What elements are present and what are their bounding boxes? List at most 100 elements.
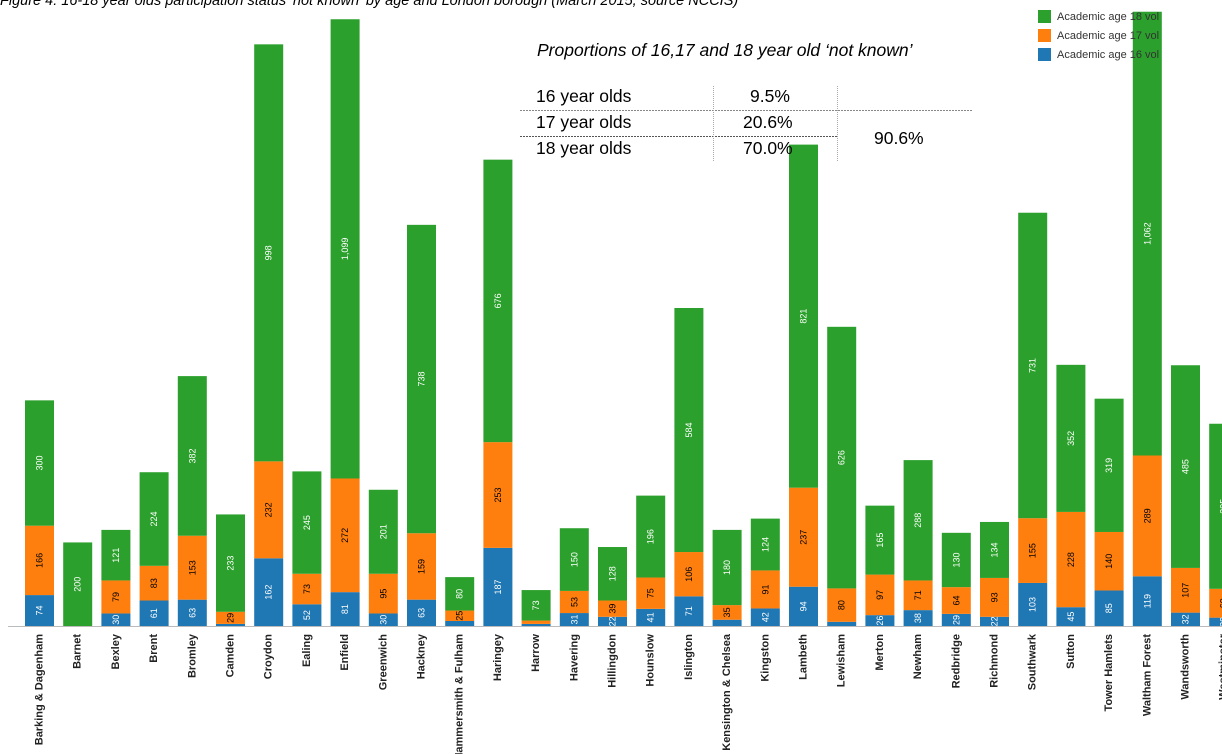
legend: Academic age 18 vol Academic age 17 vol …	[1038, 7, 1159, 64]
x-tick-label-lewisham: Lewisham	[836, 634, 848, 687]
x-tick-label-sutton: Sutton	[1065, 634, 1077, 669]
bar-segment-havering-age17	[559, 590, 589, 614]
bar-segment-islington-age18	[674, 308, 704, 553]
x-tick-label-greenwich: Greenwich	[377, 634, 389, 691]
data-label-ealing-age17: 73	[302, 584, 312, 594]
x-tick-label-newham: Newham	[912, 634, 924, 679]
data-label-tower-hamlets-age18: 319	[1104, 458, 1114, 473]
bar-segment-redbridge-age17	[941, 587, 971, 614]
x-tick-label-croydon: Croydon	[263, 634, 275, 680]
data-label-kensington-and-chelsea-age17: 35	[722, 607, 732, 617]
legend-swatch-age17	[1038, 29, 1051, 42]
legend-swatch-age16	[1038, 48, 1051, 61]
data-label-hackney-age18: 738	[417, 372, 427, 387]
data-label-greenwich-age16: 30	[378, 615, 388, 625]
bar-segment-sutton-age18	[1056, 364, 1086, 512]
proportions-title: Proportions of 16,17 and 18 year old ‘no…	[537, 40, 913, 60]
bar-segment-ealing-age16	[292, 604, 322, 626]
bar-segment-merton-age17	[865, 574, 895, 616]
x-tick-label-haringey: Haringey	[492, 633, 504, 681]
data-label-barking-and-dagenham-age18: 300	[35, 456, 45, 471]
data-label-islington-age18: 584	[684, 423, 694, 438]
data-label-lambeth-age17: 237	[799, 530, 809, 545]
data-label-newham-age18: 288	[913, 513, 923, 528]
data-label-merton-age18: 165	[875, 533, 885, 548]
bar-segment-waltham-forest-age18	[1132, 11, 1162, 456]
data-label-merton-age16: 26	[875, 616, 885, 626]
data-label-enfield-age17: 272	[340, 528, 350, 543]
bar-segment-hammersmith-and-fulham-age16	[445, 620, 475, 626]
bar-segment-ealing-age18	[292, 471, 322, 574]
data-label-lambeth-age16: 94	[799, 601, 809, 611]
data-label-croydon-age16: 162	[264, 585, 274, 600]
bar-segment-camden-age17	[216, 611, 245, 624]
bar-segment-hammersmith-and-fulham-age17	[445, 610, 475, 621]
bar-segment-hillingdon-age18	[598, 547, 627, 601]
data-label-hammersmith-and-fulham-age18: 80	[455, 589, 465, 599]
data-label-hammersmith-and-fulham-age17: 25	[455, 611, 465, 621]
bar-segment-harrow-age17	[521, 620, 551, 624]
data-label-islington-age17: 106	[684, 567, 694, 582]
data-label-kingston-age18: 124	[760, 537, 770, 552]
x-tick-label-enfield: Enfield	[339, 634, 351, 671]
legend-label-age17: Academic age 17 vol	[1057, 29, 1160, 42]
bar-segment-lambeth-age16	[789, 586, 818, 626]
x-tick-label-hounslow: Hounslow	[645, 634, 657, 687]
data-label-westminster-age17: 69	[1219, 598, 1222, 608]
bar-segment-tower-hamlets-age16	[1094, 590, 1124, 626]
data-label-westminster-age18: 395	[1219, 499, 1222, 514]
data-label-southwark-age16: 103	[1028, 597, 1038, 612]
legend-item-age18: Academic age 18 vol	[1038, 7, 1159, 26]
bar-segment-croydon-age18	[254, 44, 284, 462]
data-label-brent-age16: 61	[149, 608, 159, 618]
bar-segment-barking-and-dagenham-age17	[25, 525, 54, 596]
bar-segment-barking-and-dagenham-age16	[25, 595, 54, 626]
bar-segment-kensington-and-chelsea-age16	[712, 619, 742, 626]
bar-segment-croydon-age17	[254, 461, 284, 559]
data-label-barking-and-dagenham-age17: 166	[35, 553, 45, 568]
bar-segment-barking-and-dagenham-age18	[25, 400, 54, 526]
x-tick-label-camden: Camden	[225, 634, 237, 678]
data-label-brent-age18: 224	[149, 512, 159, 527]
data-label-newham-age17: 71	[913, 590, 923, 600]
bar-segment-newham-age17	[903, 580, 933, 611]
legend-label-age16: Academic age 16 vol	[1057, 48, 1160, 61]
bar-segment-harrow-age18	[521, 590, 551, 621]
bar-segment-lambeth-age18	[789, 144, 818, 488]
bar-segment-wandsworth-age17	[1171, 567, 1200, 613]
legend-swatch-age18	[1038, 10, 1051, 23]
x-tick-label-merton: Merton	[874, 634, 886, 671]
legend-item-age16: Academic age 16 vol	[1038, 45, 1159, 64]
data-label-bromley-age18: 382	[187, 448, 197, 463]
bar-segment-bromley-age18	[177, 376, 207, 536]
data-label-camden-age18: 233	[226, 556, 236, 571]
bar-segment-haringey-age18	[483, 159, 513, 443]
bar-segment-southwark-age18	[1018, 212, 1048, 519]
data-label-westminster-age16: 20	[1219, 617, 1222, 627]
bar-segment-sutton-age17	[1056, 511, 1086, 608]
data-label-sutton-age17: 228	[1066, 552, 1076, 567]
bar-segment-greenwich-age18	[368, 489, 398, 574]
x-tick-label-lambeth: Lambeth	[798, 634, 810, 680]
bar-segment-hounslow-age16	[636, 608, 666, 626]
bar-segment-southwark-age16	[1018, 582, 1048, 626]
data-label-tower-hamlets-age17: 140	[1104, 554, 1114, 569]
data-label-bromley-age16: 63	[187, 608, 197, 618]
bar-segment-enfield-age17	[330, 478, 360, 593]
x-tick-label-bromley: Bromley	[186, 633, 198, 678]
bar-segment-newham-age16	[903, 610, 933, 626]
data-label-kingston-age16: 42	[760, 612, 770, 622]
bar-segment-tower-hamlets-age18	[1094, 398, 1124, 532]
data-label-waltham-forest-age18: 1,062	[1142, 222, 1152, 245]
data-label-richmond-age16: 22	[990, 616, 1000, 626]
bar-segment-hammersmith-and-fulham-age18	[445, 577, 475, 611]
bar-segment-bromley-age16	[177, 599, 207, 626]
bar-segment-enfield-age18	[330, 19, 360, 479]
bar-segment-redbridge-age18	[941, 532, 971, 588]
data-label-tower-hamlets-age16: 85	[1104, 603, 1114, 613]
x-tick-label-hammersmith-and-fulham: Hammersmith & Fulham	[454, 634, 466, 754]
x-tick-label-barnet: Barnet	[72, 634, 84, 669]
data-label-hillingdon-age16: 22	[608, 616, 618, 626]
proportions-total: 90.6%	[874, 128, 924, 148]
